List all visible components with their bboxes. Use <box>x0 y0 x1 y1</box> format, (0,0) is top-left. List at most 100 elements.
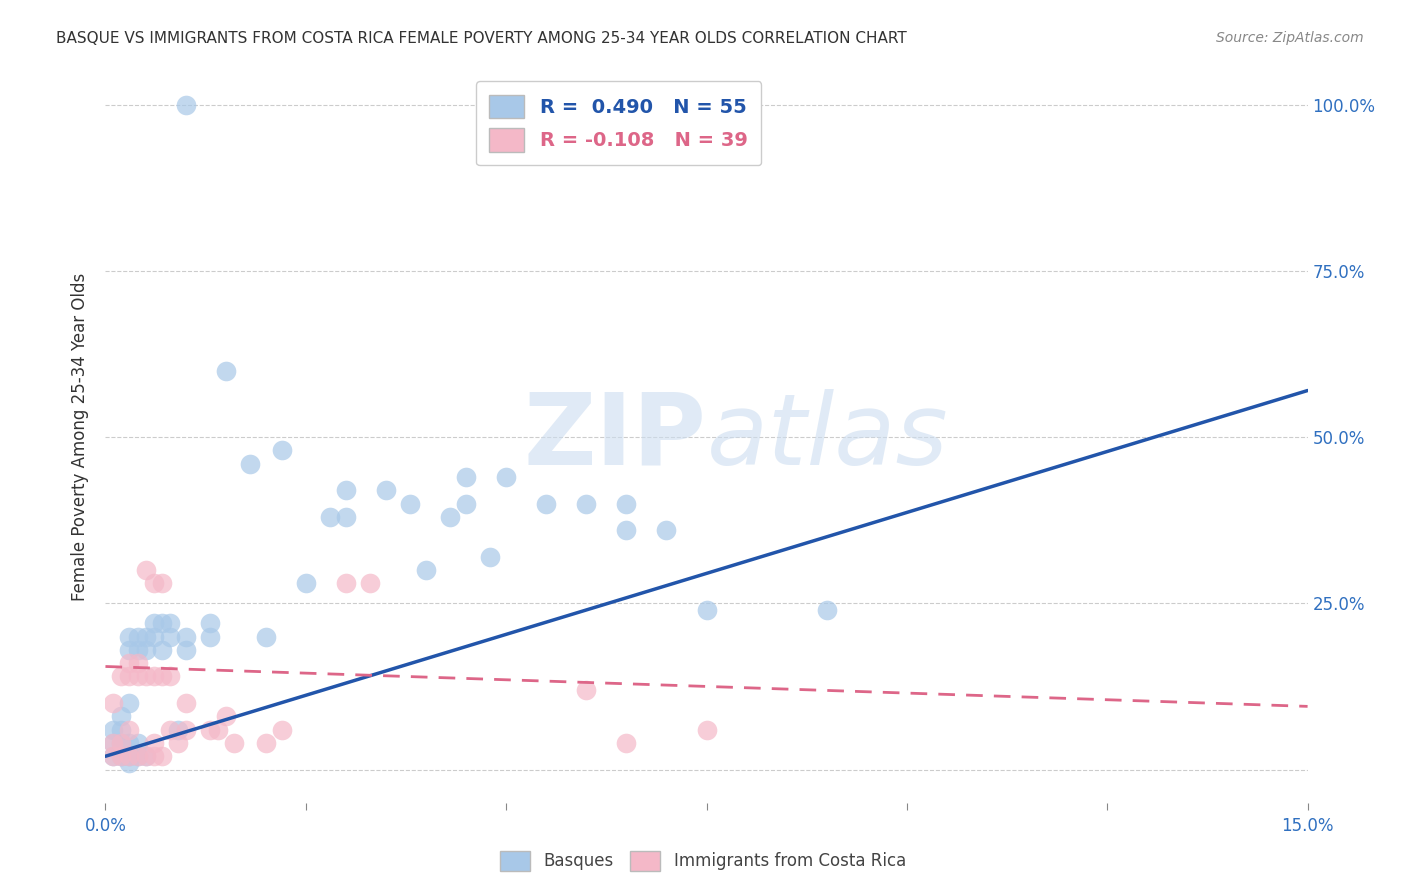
Point <box>142 630 165 644</box>
Point <box>127 669 149 683</box>
Point <box>198 723 221 737</box>
Point <box>166 723 188 737</box>
Point <box>335 509 357 524</box>
Point <box>174 630 197 644</box>
Point <box>270 443 292 458</box>
Point <box>207 723 229 737</box>
Point <box>222 736 245 750</box>
Point <box>174 696 197 710</box>
Point <box>479 549 502 564</box>
Point <box>127 630 149 644</box>
Point <box>254 736 277 750</box>
Point <box>174 97 197 112</box>
Point <box>135 563 157 577</box>
Point <box>110 749 132 764</box>
Point <box>415 563 437 577</box>
Point <box>159 630 181 644</box>
Point <box>214 709 236 723</box>
Point <box>214 363 236 377</box>
Text: Source: ZipAtlas.com: Source: ZipAtlas.com <box>1216 31 1364 45</box>
Text: ZIP: ZIP <box>523 389 707 485</box>
Point <box>110 736 132 750</box>
Point <box>110 709 132 723</box>
Point <box>127 643 149 657</box>
Point <box>103 736 125 750</box>
Point <box>142 669 165 683</box>
Point <box>110 669 132 683</box>
Point <box>118 723 141 737</box>
Point <box>103 749 125 764</box>
Point <box>454 470 477 484</box>
Point <box>142 736 165 750</box>
Point <box>110 736 132 750</box>
Point <box>142 749 165 764</box>
Point <box>319 509 342 524</box>
Point <box>616 497 638 511</box>
Point <box>454 497 477 511</box>
Legend: R =  0.490   N = 55, R = -0.108   N = 39: R = 0.490 N = 55, R = -0.108 N = 39 <box>475 81 762 166</box>
Point <box>127 736 149 750</box>
Point <box>150 643 173 657</box>
Point <box>198 630 221 644</box>
Point <box>696 723 718 737</box>
Point <box>696 603 718 617</box>
Point <box>815 603 838 617</box>
Point <box>118 756 141 770</box>
Point <box>616 523 638 537</box>
Point <box>118 669 141 683</box>
Point <box>142 616 165 631</box>
Point <box>135 669 157 683</box>
Point <box>150 576 173 591</box>
Point <box>135 749 157 764</box>
Point <box>198 616 221 631</box>
Point <box>159 616 181 631</box>
Point <box>103 696 125 710</box>
Point <box>575 682 598 697</box>
Y-axis label: Female Poverty Among 25-34 Year Olds: Female Poverty Among 25-34 Year Olds <box>72 273 90 601</box>
Point <box>575 497 598 511</box>
Point <box>127 749 149 764</box>
Point <box>110 723 132 737</box>
Point <box>166 736 188 750</box>
Point <box>118 736 141 750</box>
Point <box>150 749 173 764</box>
Point <box>103 736 125 750</box>
Legend: Basques, Immigrants from Costa Rica: Basques, Immigrants from Costa Rica <box>492 842 914 880</box>
Point <box>335 576 357 591</box>
Text: atlas: atlas <box>707 389 948 485</box>
Point <box>118 630 141 644</box>
Point <box>239 457 262 471</box>
Point <box>135 643 157 657</box>
Point <box>118 656 141 670</box>
Point <box>174 723 197 737</box>
Point <box>439 509 461 524</box>
Point <box>174 643 197 657</box>
Point <box>534 497 557 511</box>
Point <box>616 736 638 750</box>
Text: BASQUE VS IMMIGRANTS FROM COSTA RICA FEMALE POVERTY AMONG 25-34 YEAR OLDS CORREL: BASQUE VS IMMIGRANTS FROM COSTA RICA FEM… <box>56 31 907 46</box>
Point <box>127 749 149 764</box>
Point <box>295 576 318 591</box>
Point <box>118 749 141 764</box>
Point <box>150 669 173 683</box>
Point <box>374 483 398 498</box>
Point <box>254 630 277 644</box>
Point <box>135 630 157 644</box>
Point <box>142 576 165 591</box>
Point <box>118 696 141 710</box>
Point <box>150 616 173 631</box>
Point <box>359 576 381 591</box>
Point <box>118 749 141 764</box>
Point <box>159 723 181 737</box>
Point <box>127 656 149 670</box>
Point <box>135 749 157 764</box>
Point <box>399 497 422 511</box>
Point <box>118 643 141 657</box>
Point <box>335 483 357 498</box>
Point <box>103 723 125 737</box>
Point <box>495 470 517 484</box>
Point <box>159 669 181 683</box>
Point <box>655 523 678 537</box>
Point <box>110 749 132 764</box>
Point <box>270 723 292 737</box>
